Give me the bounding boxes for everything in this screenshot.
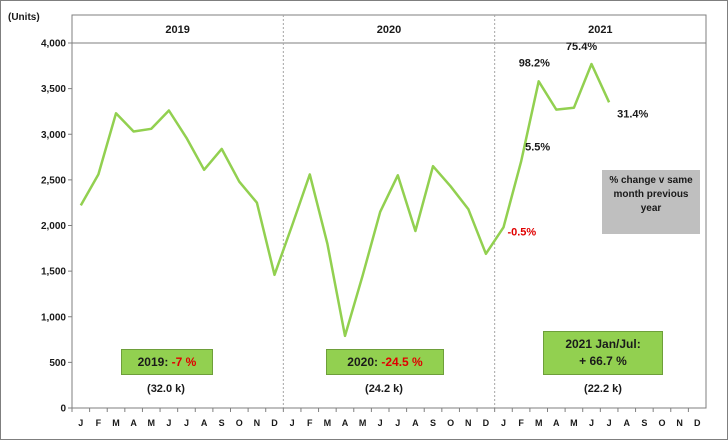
y-tick-label: 1,000	[41, 312, 66, 323]
data-annotation: 98.2%	[519, 57, 550, 69]
month-label: J	[395, 418, 400, 428]
legend-note-line1: % change v same	[609, 175, 693, 186]
month-label: M	[324, 418, 332, 428]
box-2020: 2020: -24.5 %	[326, 349, 444, 375]
y-tick-label: 500	[49, 358, 66, 369]
month-label: J	[589, 418, 594, 428]
month-label: S	[641, 418, 647, 428]
year-label: 2020	[377, 24, 401, 36]
month-label: A	[342, 418, 349, 428]
month-label: D	[271, 418, 278, 428]
month-label: M	[112, 418, 120, 428]
box-2021: 2021 Jan/Jul: + 66.7 %	[543, 331, 663, 375]
sales-line	[79, 62, 611, 338]
month-label: A	[553, 418, 560, 428]
month-label: M	[570, 418, 578, 428]
year-label: 2019	[165, 24, 189, 36]
y-tick-label: 3,500	[41, 84, 66, 95]
y-tick-label: 3,000	[41, 130, 66, 141]
month-label: J	[166, 418, 171, 428]
y-tick-label: 1,500	[41, 267, 66, 278]
box-2020-label: 2020:	[347, 355, 378, 369]
month-label: M	[148, 418, 156, 428]
total-2019: (32.0 k)	[147, 383, 185, 395]
box-2020-change: -24.5 %	[381, 355, 423, 369]
year-label: 2021	[588, 24, 612, 36]
y-tick-label: 0	[60, 404, 66, 415]
month-label: F	[96, 418, 102, 428]
y-tick-label: 2,000	[41, 221, 66, 232]
data-annotation: 75.4%	[566, 41, 597, 53]
legend-note: % change v same month previous year	[602, 170, 700, 234]
month-label: M	[535, 418, 543, 428]
month-label: D	[483, 418, 490, 428]
box-2021-line1: 2021 Jan/Jul:	[565, 337, 641, 351]
data-annotation: -0.5%	[507, 226, 536, 238]
month-label: A	[130, 418, 137, 428]
month-label: J	[290, 418, 295, 428]
month-label: A	[201, 418, 208, 428]
y-tick-label: 4,000	[41, 39, 66, 50]
month-label: N	[254, 418, 261, 428]
total-2021: (22.2 k)	[584, 383, 622, 395]
legend-note-line2: month previous	[613, 189, 689, 200]
box-2019-label: 2019:	[137, 355, 169, 369]
month-label: J	[184, 418, 189, 428]
month-label: O	[236, 418, 243, 428]
box-2019-change: -7 %	[171, 355, 197, 369]
month-label: F	[518, 418, 524, 428]
month-label: N	[676, 418, 683, 428]
y-axis-unit: (Units)	[8, 12, 40, 23]
month-label: S	[219, 418, 225, 428]
month-label: N	[465, 418, 472, 428]
data-annotation: 31.4%	[617, 108, 648, 120]
box-2021-line2: + 66.7 %	[579, 354, 627, 368]
month-label: F	[307, 418, 313, 428]
month-label: J	[607, 418, 612, 428]
month-label: J	[78, 418, 83, 428]
box-2019: 2019: -7 %	[121, 349, 213, 375]
month-label: D	[694, 418, 701, 428]
month-label: O	[447, 418, 454, 428]
legend-note-line3: year	[640, 203, 662, 214]
month-label: O	[658, 418, 665, 428]
month-label: J	[501, 418, 506, 428]
month-label: J	[378, 418, 383, 428]
y-tick-label: 2,500	[41, 175, 66, 186]
month-label: S	[430, 418, 436, 428]
month-label: A	[412, 418, 419, 428]
month-label: M	[359, 418, 367, 428]
month-label: A	[624, 418, 631, 428]
data-annotation: 5.5%	[525, 142, 550, 154]
total-2020: (24.2 k)	[365, 383, 403, 395]
